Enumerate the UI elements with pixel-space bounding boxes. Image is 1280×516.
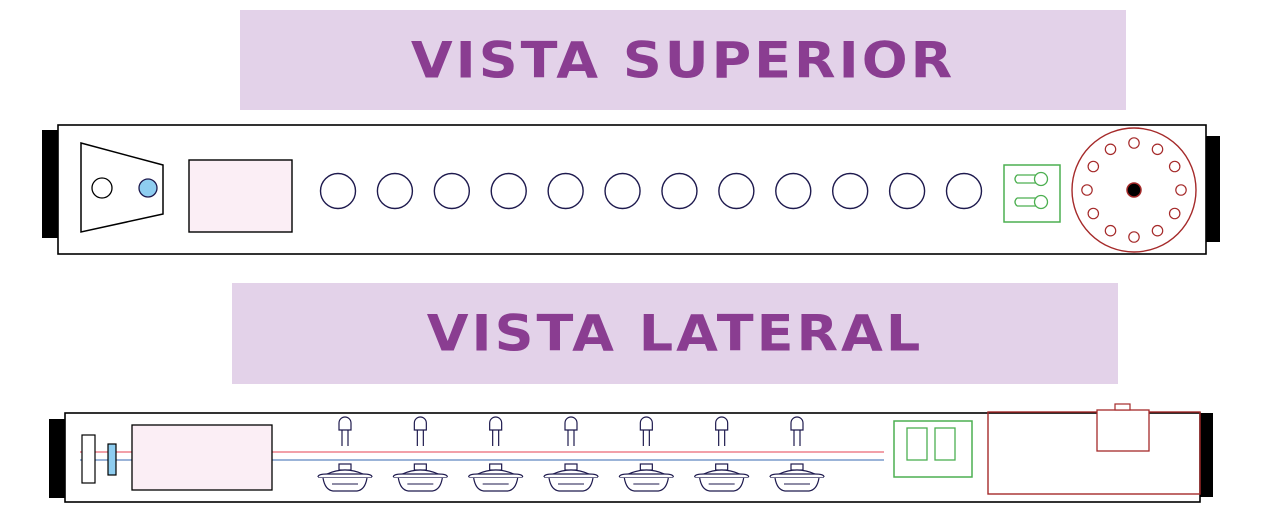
socket-row xyxy=(319,172,983,210)
side-blue-led xyxy=(107,443,117,476)
top-left-end-cap xyxy=(42,130,60,238)
top-view-title: VISTA SUPERIOR xyxy=(410,31,956,89)
top-view-panel xyxy=(42,124,1220,255)
top-view-title-banner: VISTA SUPERIOR xyxy=(240,10,1126,110)
side-dial-housing xyxy=(987,411,1201,495)
switch-toggle xyxy=(1014,194,1049,210)
vacuum-tube xyxy=(618,416,674,492)
socket-hole xyxy=(319,172,357,210)
dial-hole xyxy=(1128,137,1140,149)
socket-hole xyxy=(433,172,471,210)
socket-hole xyxy=(888,172,926,210)
socket-hole xyxy=(661,172,698,210)
vacuum-tube xyxy=(694,416,750,492)
trapezoid-mount xyxy=(80,142,164,233)
side-display-panel xyxy=(131,424,273,491)
side-left-end-cap xyxy=(49,419,66,498)
switch-toggle xyxy=(1014,171,1049,187)
socket-hole xyxy=(945,172,983,210)
side-mount-plate xyxy=(81,434,96,484)
socket-hole xyxy=(718,172,755,210)
vacuum-tube xyxy=(543,416,599,492)
indicator-hole xyxy=(91,177,113,199)
dial-hole xyxy=(1151,224,1164,237)
dial-hole xyxy=(1151,143,1164,156)
dial-hole xyxy=(1104,224,1117,237)
dial-hole xyxy=(1087,207,1100,220)
switch-window xyxy=(906,427,928,461)
dial-hole xyxy=(1087,160,1100,173)
side-dial-knob-tab xyxy=(1114,403,1131,411)
side-view-title-banner: VISTA LATERAL xyxy=(232,283,1118,384)
dial-hole xyxy=(1168,207,1181,220)
dial-hole xyxy=(1175,184,1187,196)
side-view-title: VISTA LATERAL xyxy=(426,304,924,363)
dial-hole xyxy=(1168,160,1181,173)
blue-led xyxy=(138,178,158,198)
socket-hole xyxy=(490,172,527,210)
side-dial-knob xyxy=(1096,409,1150,452)
side-view-panel xyxy=(49,403,1213,503)
tube-row xyxy=(317,416,825,492)
socket-hole xyxy=(604,172,641,210)
dial-hole xyxy=(1081,184,1093,196)
vacuum-tube xyxy=(468,416,524,492)
dial-center xyxy=(1126,182,1142,198)
vacuum-tube xyxy=(392,416,448,492)
socket-hole xyxy=(775,172,812,210)
vacuum-tube xyxy=(769,416,825,492)
dial-hole xyxy=(1128,231,1140,243)
socket-hole xyxy=(831,172,869,210)
socket-hole xyxy=(376,172,414,210)
display-panel xyxy=(188,159,293,233)
side-switch-housing xyxy=(893,420,973,478)
power-switch xyxy=(1003,164,1061,223)
dial-hole xyxy=(1104,143,1117,156)
rotary-dial xyxy=(1071,127,1197,253)
socket-hole xyxy=(547,172,584,210)
vacuum-tube xyxy=(317,416,373,492)
switch-window xyxy=(934,427,956,461)
